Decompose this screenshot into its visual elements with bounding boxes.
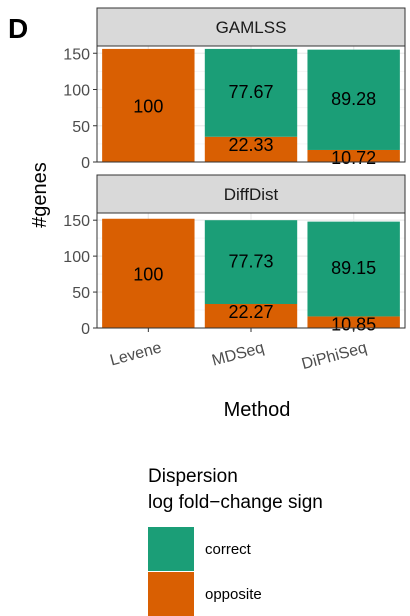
data-label: 77.67 [228,82,273,102]
y-tick-label: 100 [63,83,90,100]
facet-strip [96,7,406,47]
bar-opposite [307,316,400,328]
facet-strip-label: GAMLSS [216,18,287,37]
x-tick-label: DiPhiSeq [300,339,369,373]
x-tick-label: MDSeq [210,339,266,369]
bar-opposite [102,218,195,328]
bar-correct [307,221,400,317]
y-tick-label: 0 [81,321,90,338]
y-tick-label: 150 [63,213,90,230]
data-label: 10.72 [331,148,376,168]
y-tick-label: 50 [72,119,90,136]
facet-strip [96,174,406,214]
data-label: 89.15 [331,258,376,278]
bar-opposite [102,48,195,162]
bar-correct [204,220,298,304]
y-tick-label: 100 [63,249,90,266]
data-label: 22.33 [228,135,273,155]
legend-label-correct: correct [205,541,252,558]
panel-border [96,45,406,163]
legend-title: log fold−change sign [148,492,323,513]
panel-letter: D [8,13,28,44]
data-label: 100 [133,96,163,116]
legend-swatch-correct [148,527,194,571]
y-axis-title: #genes [29,162,51,228]
x-axis-title: Method [224,399,291,421]
bar-correct [204,48,298,137]
facet-strip-label: DiffDist [224,185,279,204]
data-label: 77.73 [228,251,273,271]
bar-correct [307,49,400,150]
bar-opposite [307,149,400,162]
y-tick-label: 50 [72,285,90,302]
data-label: 100 [133,264,163,284]
y-tick-label: 0 [81,155,90,172]
data-label: 10.85 [331,314,376,334]
data-label: 89.28 [331,89,376,109]
legend-swatch-opposite [148,572,194,616]
bar-opposite [204,303,298,328]
bar-opposite [204,136,298,162]
data-label: 22.27 [228,302,273,322]
y-tick-label: 150 [63,46,90,63]
legend-label-opposite: opposite [205,586,262,603]
legend-title: Dispersion [148,466,238,487]
x-tick-label: Levene [108,339,163,369]
